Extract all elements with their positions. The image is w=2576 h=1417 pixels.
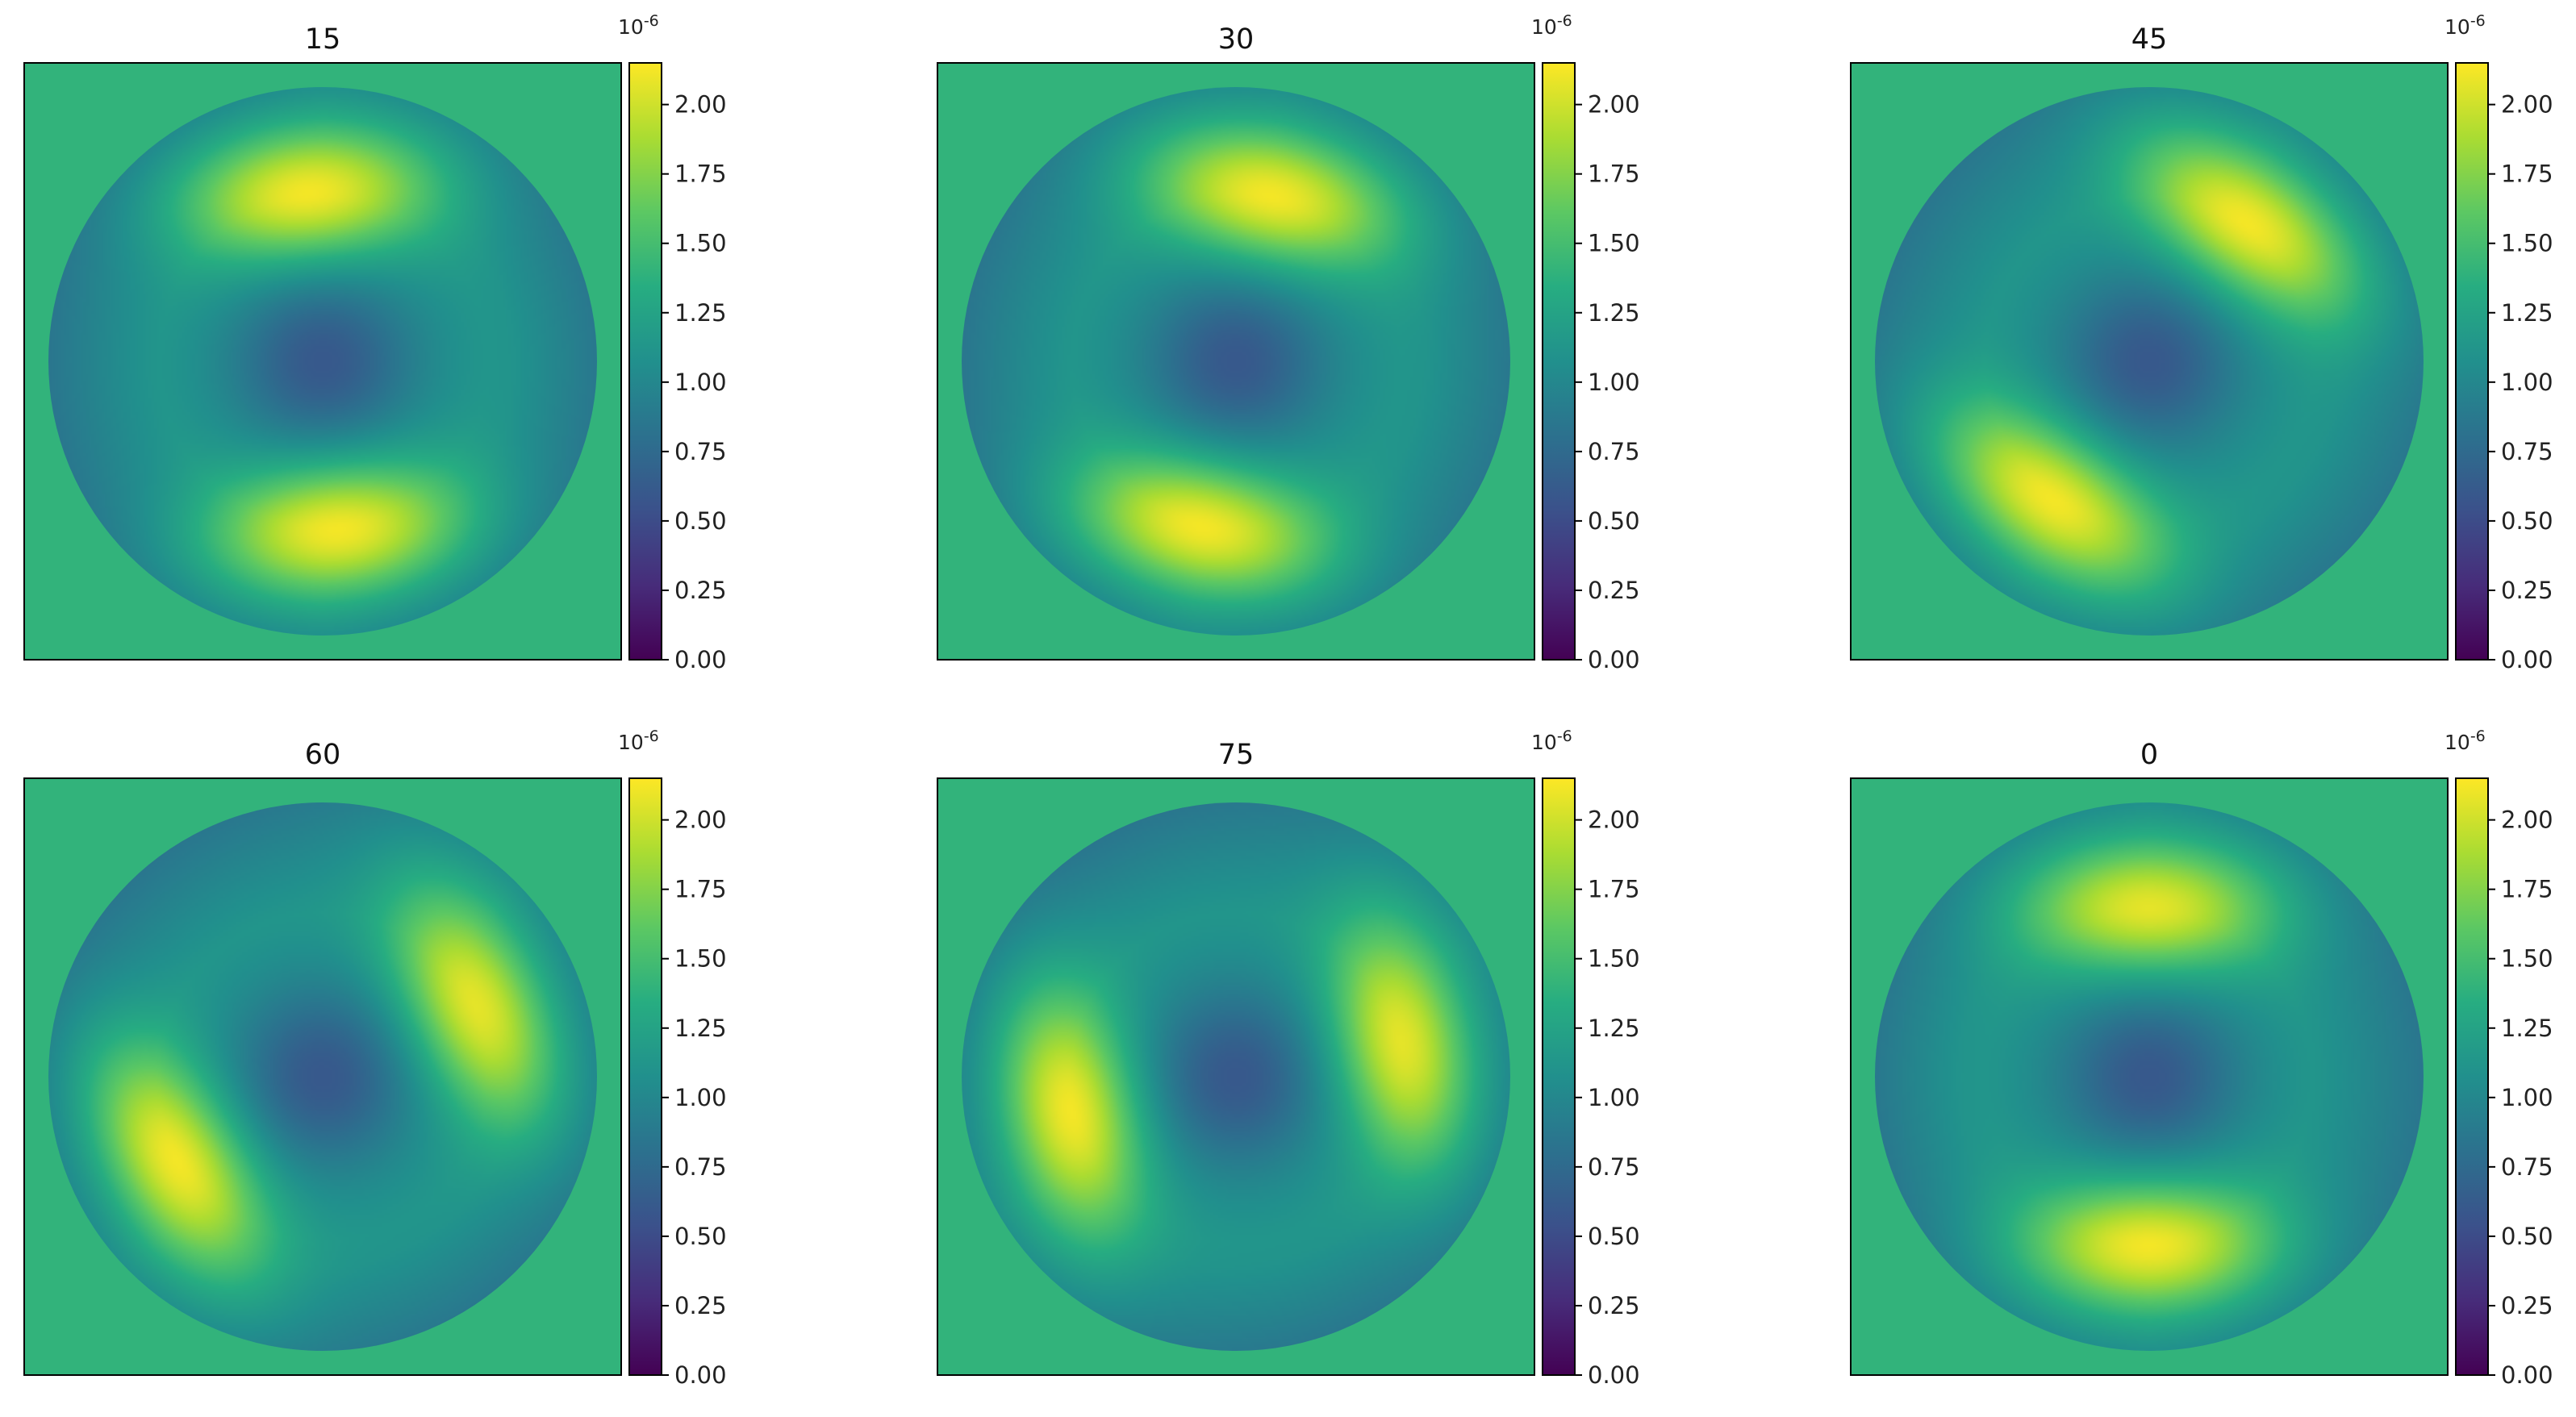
colorbar-scale-label: 10-6 — [1531, 727, 1572, 754]
colorbar-tick-label: 1.50 — [1588, 945, 1640, 973]
heatmap-field — [48, 802, 597, 1351]
panel-title: 75 — [1218, 739, 1255, 771]
panel-title: 30 — [1218, 23, 1255, 56]
colorbar-tick-label: 1.50 — [674, 945, 727, 973]
colorbar-tick-label: 0.00 — [1588, 646, 1640, 673]
colorbar-tick-label: 1.00 — [674, 1084, 727, 1111]
colorbar-tick-label: 1.00 — [674, 369, 727, 396]
colorbar-tick-label: 1.25 — [1588, 299, 1640, 327]
colorbar — [1542, 777, 1576, 1376]
colorbar-tick-label: 1.00 — [2501, 369, 2553, 396]
colorbar-tick-label: 0.25 — [674, 1292, 727, 1319]
heatmap-panel: 45 0.00 0.25 0.50 0.75 1.00 1.25 1.50 1.75 2.00 10… — [1827, 0, 2576, 702]
heatmap-field — [48, 87, 597, 636]
colorbar-tick-label: 1.50 — [2501, 945, 2553, 973]
heatmap-frame — [1850, 777, 2449, 1376]
colorbar-tick-label: 1.75 — [674, 876, 727, 903]
colorbar-tick-label: 0.25 — [1588, 577, 1640, 604]
colorbar-tick-label: 0.00 — [2501, 646, 2553, 673]
colorbar-tick-label: 0.25 — [2501, 577, 2553, 604]
colorbar-tick-label: 1.25 — [2501, 1015, 2553, 1042]
panel-title: 60 — [305, 739, 341, 771]
colorbar-tick-label: 2.00 — [1588, 91, 1640, 119]
colorbar-tick-label: 1.75 — [2501, 876, 2553, 903]
panel-title: 45 — [2131, 23, 2168, 56]
colorbar — [1542, 62, 1576, 661]
colorbar-tick-label: 2.00 — [2501, 91, 2553, 119]
colorbar-tick-label: 0.75 — [2501, 438, 2553, 465]
colorbar-tick-label: 2.00 — [1588, 806, 1640, 834]
colorbar-tick-label: 0.75 — [674, 438, 727, 465]
colorbar-tick-label: 1.50 — [2501, 230, 2553, 257]
colorbar — [628, 62, 662, 661]
colorbar-tick-label: 0.00 — [674, 646, 727, 673]
colorbar-tick-label: 0.00 — [1588, 1361, 1640, 1389]
heatmap-panel: 15 0.00 0.25 0.50 0.75 1.00 1.25 1.50 1.75 2.00 10… — [0, 0, 912, 702]
colorbar-tick-label: 0.50 — [1588, 1223, 1640, 1250]
colorbar-tick-label: 1.75 — [1588, 876, 1640, 903]
heatmap-field — [1875, 87, 2424, 636]
colorbar-scale-label: 10-6 — [618, 727, 659, 754]
colorbar-tick-label: 1.50 — [674, 230, 727, 257]
colorbar — [2455, 777, 2489, 1376]
colorbar-tick-label: 1.50 — [1588, 230, 1640, 257]
heatmap-svg: 30 0.00 0.25 0.50 0.75 1.00 1.25 1.50 1.75 2.00 10… — [937, 12, 1640, 673]
colorbar-tick-label: 0.50 — [2501, 1223, 2553, 1250]
colorbar-scale-label: 10-6 — [2444, 727, 2486, 754]
colorbar-tick-label: 2.00 — [2501, 806, 2553, 834]
colorbar-scale-label: 10-6 — [618, 12, 659, 39]
colorbar-tick-label: 0.25 — [2501, 1292, 2553, 1319]
colorbar-scale-label: 10-6 — [2444, 12, 2486, 39]
heatmap-frame — [937, 62, 1535, 661]
colorbar-tick-label: 1.25 — [674, 1015, 727, 1042]
colorbar-tick-label: 2.00 — [674, 806, 727, 834]
colorbar-tick-label: 1.75 — [1588, 160, 1640, 188]
heatmap-svg: 60 0.00 0.25 0.50 0.75 1.00 1.25 1.50 1.75 2.00 10… — [23, 727, 727, 1389]
colorbar-tick-label: 1.25 — [674, 299, 727, 327]
heatmap-svg: 45 0.00 0.25 0.50 0.75 1.00 1.25 1.50 1.75 2.00 10… — [1850, 12, 2553, 673]
heatmap-svg: 15 0.00 0.25 0.50 0.75 1.00 1.25 1.50 1.75 2.00 10… — [23, 12, 727, 673]
heatmap-svg: 0 0.00 0.25 0.50 0.75 1.00 1.25 1.50 1.75 2.00 10-… — [1850, 727, 2553, 1389]
colorbar-tick-label: 1.00 — [1588, 1084, 1640, 1111]
colorbar-tick-label: 1.75 — [674, 160, 727, 188]
colorbar-tick-label: 0.75 — [1588, 1153, 1640, 1181]
colorbar-tick-label: 2.00 — [674, 91, 727, 119]
colorbar-tick-label: 0.00 — [674, 1361, 727, 1389]
heatmap-panel: 75 0.00 0.25 0.50 0.75 1.00 1.25 1.50 1.75 2.00 10… — [913, 715, 1825, 1417]
panel-title: 0 — [2140, 739, 2158, 771]
colorbar-tick-label: 0.50 — [674, 1223, 727, 1250]
colorbar-tick-label: 1.25 — [1588, 1015, 1640, 1042]
heatmap-field — [962, 87, 1510, 636]
colorbar-tick-label: 0.00 — [2501, 1361, 2553, 1389]
heatmap-frame — [23, 777, 622, 1376]
colorbar-tick-label: 1.25 — [2501, 299, 2553, 327]
heatmap-panel: 30 0.00 0.25 0.50 0.75 1.00 1.25 1.50 1.75 2.00 10… — [913, 0, 1825, 702]
colorbar-tick-label: 0.50 — [1588, 507, 1640, 535]
heatmap-frame — [23, 62, 622, 661]
colorbar-tick-label: 1.75 — [2501, 160, 2553, 188]
heatmap-frame — [1850, 62, 2449, 661]
colorbar — [2455, 62, 2489, 661]
heatmap-field — [962, 802, 1510, 1351]
panel-title: 15 — [305, 23, 341, 56]
colorbar-tick-label: 1.00 — [1588, 369, 1640, 396]
heatmap-frame — [937, 777, 1535, 1376]
colorbar-tick-label: 0.50 — [2501, 507, 2553, 535]
colorbar-tick-label: 0.75 — [1588, 438, 1640, 465]
heatmap-panel: 0 0.00 0.25 0.50 0.75 1.00 1.25 1.50 1.75 2.00 10-… — [1827, 715, 2576, 1417]
colorbar-scale-label: 10-6 — [1531, 12, 1572, 39]
colorbar-tick-label: 0.25 — [674, 577, 727, 604]
colorbar-tick-label: 0.25 — [1588, 1292, 1640, 1319]
heatmap-svg: 75 0.00 0.25 0.50 0.75 1.00 1.25 1.50 1.75 2.00 10… — [937, 727, 1640, 1389]
colorbar — [628, 777, 662, 1376]
heatmap-panel: 60 0.00 0.25 0.50 0.75 1.00 1.25 1.50 1.75 2.00 10… — [0, 715, 912, 1417]
colorbar-tick-label: 0.50 — [674, 507, 727, 535]
colorbar-tick-label: 0.75 — [2501, 1153, 2553, 1181]
colorbar-tick-label: 1.00 — [2501, 1084, 2553, 1111]
heatmap-field — [1875, 802, 2424, 1351]
colorbar-tick-label: 0.75 — [674, 1153, 727, 1181]
